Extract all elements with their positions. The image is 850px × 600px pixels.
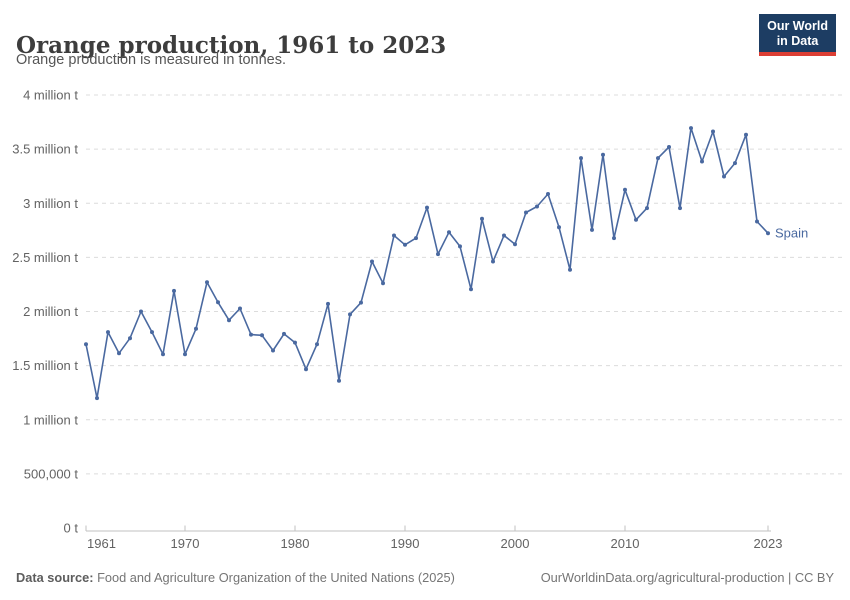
- data-point[interactable]: [645, 206, 649, 211]
- x-axis-label: 1990: [391, 536, 420, 551]
- x-axis-label: 1961: [87, 536, 116, 551]
- data-point[interactable]: [546, 192, 550, 196]
- data-point[interactable]: [722, 174, 726, 179]
- x-axis-label: 1970: [171, 536, 200, 551]
- data-point[interactable]: [161, 352, 165, 357]
- data-point[interactable]: [414, 236, 418, 241]
- data-point[interactable]: [447, 230, 451, 235]
- data-point[interactable]: [117, 351, 121, 356]
- data-point[interactable]: [535, 204, 539, 209]
- data-point[interactable]: [381, 281, 385, 286]
- data-point[interactable]: [557, 225, 561, 230]
- data-point[interactable]: [590, 227, 594, 232]
- data-point[interactable]: [469, 287, 473, 292]
- data-point[interactable]: [513, 242, 517, 247]
- data-point[interactable]: [260, 333, 264, 338]
- data-point[interactable]: [282, 331, 286, 336]
- data-point[interactable]: [128, 336, 132, 341]
- data-point[interactable]: [293, 340, 297, 345]
- data-point[interactable]: [601, 152, 605, 157]
- data-point[interactable]: [436, 252, 440, 257]
- data-source-text: Food and Agriculture Organization of the…: [93, 570, 455, 585]
- data-point[interactable]: [667, 145, 671, 149]
- data-point[interactable]: [150, 330, 154, 335]
- data-point[interactable]: [766, 231, 770, 236]
- data-point[interactable]: [359, 300, 363, 305]
- data-point[interactable]: [425, 205, 429, 210]
- y-axis-label: 2.5 million t: [12, 250, 78, 265]
- data-point[interactable]: [205, 280, 209, 285]
- y-axis-label: 1.5 million t: [12, 358, 78, 373]
- data-point[interactable]: [689, 126, 693, 131]
- y-axis-label: 2 million t: [23, 304, 78, 319]
- data-point[interactable]: [370, 259, 374, 264]
- data-point[interactable]: [348, 312, 352, 317]
- data-point[interactable]: [271, 348, 275, 353]
- data-point[interactable]: [95, 396, 99, 401]
- data-point[interactable]: [304, 367, 308, 372]
- data-point[interactable]: [634, 217, 638, 222]
- owid-logo-line2: in Data: [776, 34, 819, 48]
- data-point[interactable]: [502, 233, 506, 238]
- data-point[interactable]: [524, 210, 528, 215]
- data-point[interactable]: [579, 156, 583, 161]
- data-point[interactable]: [403, 242, 407, 247]
- data-point[interactable]: [315, 342, 319, 347]
- data-point[interactable]: [227, 318, 231, 323]
- data-line: [85, 127, 769, 399]
- data-point[interactable]: [216, 300, 220, 305]
- y-axis-label: 0 t: [64, 521, 79, 536]
- y-axis-label: 3.5 million t: [12, 142, 78, 157]
- data-point[interactable]: [700, 159, 704, 164]
- y-axis-label: 4 million t: [23, 88, 78, 103]
- data-point[interactable]: [84, 342, 88, 347]
- data-point[interactable]: [744, 132, 748, 137]
- owid-logo-line1: Our World: [767, 19, 828, 33]
- y-axis-label: 500,000 t: [24, 466, 79, 481]
- data-point[interactable]: [623, 187, 627, 192]
- x-axis-label: 2023: [754, 536, 783, 551]
- x-axis-label: 2010: [611, 536, 640, 551]
- data-point[interactable]: [139, 309, 143, 314]
- credit-link[interactable]: OurWorldinData.org/agricultural-producti…: [540, 570, 834, 585]
- data-point[interactable]: [172, 288, 176, 293]
- chart-title: Orange production, 1961 to 2023: [16, 32, 447, 60]
- owid-logo[interactable]: Our World in Data: [759, 14, 836, 56]
- data-point[interactable]: [106, 330, 110, 335]
- data-point[interactable]: [612, 236, 616, 241]
- x-axis-label: 1980: [281, 536, 310, 551]
- data-point[interactable]: [491, 259, 495, 264]
- data-point[interactable]: [480, 216, 484, 221]
- data-point[interactable]: [711, 129, 715, 134]
- data-point[interactable]: [337, 378, 341, 383]
- data-point[interactable]: [733, 161, 737, 166]
- data-point[interactable]: [458, 244, 462, 249]
- series-end-label: Spain: [775, 226, 808, 241]
- data-point[interactable]: [249, 332, 253, 337]
- data-point[interactable]: [678, 206, 682, 211]
- chart-subtitle: Orange production is measured in tonnes.: [16, 52, 287, 68]
- data-point[interactable]: [238, 306, 242, 311]
- data-point[interactable]: [568, 267, 572, 272]
- data-point[interactable]: [392, 233, 396, 238]
- data-point[interactable]: [755, 219, 759, 224]
- data-source-label: Data source:: [16, 570, 94, 585]
- data-source-note: Data source: Food and Agriculture Organi…: [16, 570, 455, 585]
- y-axis-label: 3 million t: [23, 196, 78, 211]
- data-point[interactable]: [326, 301, 330, 306]
- y-axis-label: 1 million t: [23, 412, 78, 427]
- x-axis-label: 2000: [501, 536, 530, 551]
- data-point[interactable]: [194, 326, 198, 331]
- data-point[interactable]: [183, 352, 187, 357]
- data-point[interactable]: [656, 156, 660, 161]
